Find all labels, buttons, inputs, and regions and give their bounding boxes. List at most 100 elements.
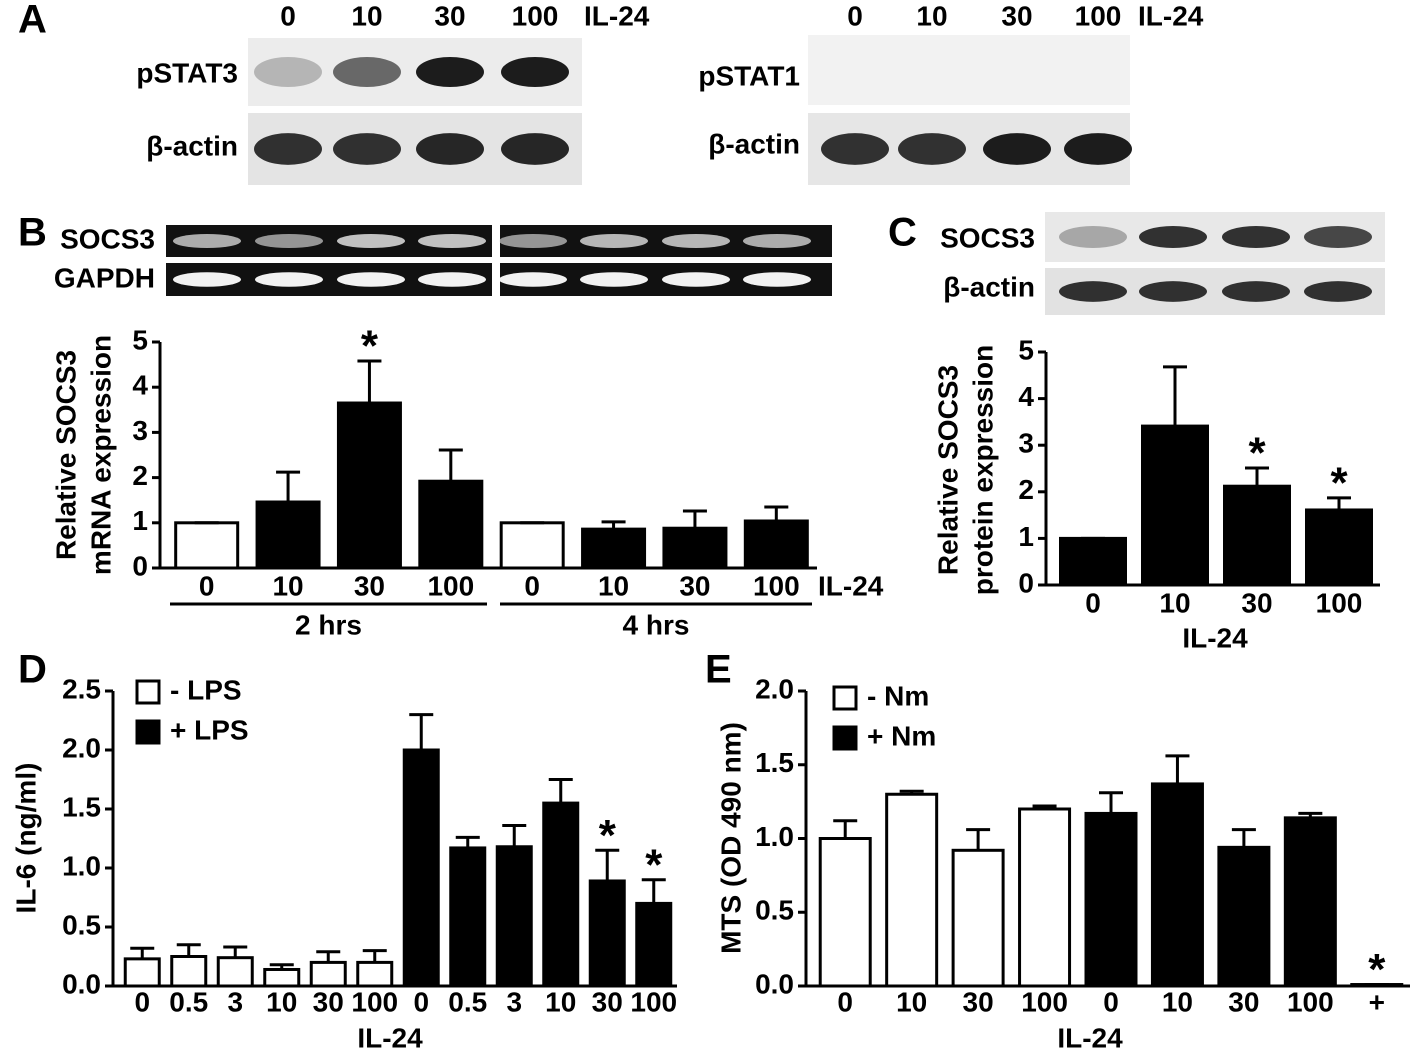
panel-letter: D: [18, 648, 47, 692]
error-bar: [409, 713, 434, 750]
lane-label: 100: [512, 0, 559, 31]
row-label: SOCS3: [60, 223, 155, 254]
blot-band: [173, 272, 241, 287]
x-axis-label: IL-24: [1057, 1022, 1123, 1053]
blot-band: [1304, 226, 1372, 248]
x-tick-label: 10: [1159, 587, 1190, 618]
bar: [581, 527, 647, 570]
bar: [263, 967, 301, 988]
blot-band: [254, 57, 322, 87]
bar: [449, 846, 487, 988]
blot-band: [662, 272, 730, 287]
x-tick-label: 100: [351, 986, 398, 1017]
bar: [495, 845, 533, 988]
blot-band: [1064, 133, 1132, 165]
error-bar: [1163, 365, 1187, 427]
lane-label: 10: [351, 0, 382, 31]
x-tick-label: 100: [1287, 986, 1334, 1017]
treatment-label: IL-24: [584, 0, 650, 31]
blot-band: [254, 133, 322, 165]
y-tick-label: 0: [132, 550, 148, 581]
y-axis-label: Relative SOCS3: [50, 350, 81, 560]
error-bar: [223, 945, 248, 958]
x-tick-label: 100: [427, 570, 474, 601]
y-tick-label: 2: [132, 460, 148, 491]
y-tick-label: 2.0: [755, 673, 794, 704]
bar: [255, 500, 321, 570]
x-tick-label: 10: [896, 986, 927, 1017]
bar: [743, 519, 809, 570]
x-tick-label: 30: [313, 986, 344, 1017]
bar: [588, 879, 626, 988]
bar: [951, 848, 1005, 988]
significance-mark: *: [645, 840, 663, 889]
error-bar: [502, 824, 527, 847]
blot-strip: [808, 35, 1130, 105]
y-tick-label: 0.0: [755, 968, 794, 999]
bar: [123, 957, 161, 988]
x-tick-label: 0.5: [169, 986, 208, 1017]
y-tick-label: 4: [1018, 381, 1034, 412]
row-label: β-actin: [708, 128, 800, 159]
significance-mark: *: [1248, 429, 1266, 478]
bar: [662, 526, 728, 570]
panel-letter: E: [705, 648, 732, 692]
bar: [1217, 845, 1271, 988]
x-tick-label: 30: [679, 570, 710, 601]
error-bar: [176, 943, 201, 957]
error-bar: [276, 470, 301, 503]
x-tick-label: 100: [1021, 986, 1068, 1017]
blot-band: [337, 233, 405, 249]
bar: [635, 901, 673, 988]
treatment-label: IL-24: [1138, 0, 1204, 31]
x-tick-label: +: [1369, 986, 1385, 1017]
bar: [170, 955, 208, 988]
error-bar: [899, 789, 924, 795]
lane-label: 0: [847, 0, 863, 31]
bar: [1223, 484, 1291, 587]
bar: [1084, 811, 1138, 988]
x-tick-label: 30: [354, 570, 385, 601]
error-bar: [316, 950, 341, 963]
bar: [1305, 508, 1373, 587]
bar: [1150, 782, 1204, 988]
blot-band: [418, 272, 486, 287]
blot-band: [333, 133, 401, 165]
lane-label: 100: [1075, 0, 1122, 31]
x-tick-label: 0: [1085, 587, 1101, 618]
error-bar: [682, 509, 707, 529]
blot-band: [499, 272, 567, 287]
error-bar: [966, 828, 991, 851]
y-tick-label: 4: [132, 370, 148, 401]
row-label: GAPDH: [54, 262, 155, 293]
blot-band: [255, 272, 323, 287]
blot-band: [1304, 281, 1372, 302]
significance-mark: *: [361, 322, 379, 371]
y-tick-label: 1.0: [755, 821, 794, 852]
bar: [542, 801, 580, 988]
legend-swatch: [832, 725, 858, 751]
panel-letter: C: [888, 211, 917, 255]
y-tick-label: 1.0: [62, 850, 101, 881]
x-tick-label: 30: [963, 986, 994, 1017]
x-axis-label: IL-24: [818, 570, 884, 601]
legend-swatch: [832, 685, 858, 711]
bar: [336, 401, 402, 570]
row-label: SOCS3: [940, 222, 1035, 253]
x-tick-label: 3: [227, 986, 243, 1017]
panel-letter: B: [18, 211, 47, 255]
blot-band: [898, 133, 966, 165]
error-bar: [357, 359, 382, 404]
blot-band: [501, 133, 569, 165]
bar: [402, 748, 440, 988]
legend-swatch: [135, 719, 161, 745]
blot-band: [743, 272, 811, 287]
x-tick-label: 10: [272, 570, 303, 601]
blot-band: [255, 233, 323, 249]
error-bar: [130, 946, 155, 959]
x-tick-label: 0.5: [448, 986, 487, 1017]
blot-band: [1222, 226, 1290, 248]
blot-band: [1139, 281, 1207, 302]
x-tick-label: 0: [199, 570, 215, 601]
error-bar: [548, 778, 573, 804]
